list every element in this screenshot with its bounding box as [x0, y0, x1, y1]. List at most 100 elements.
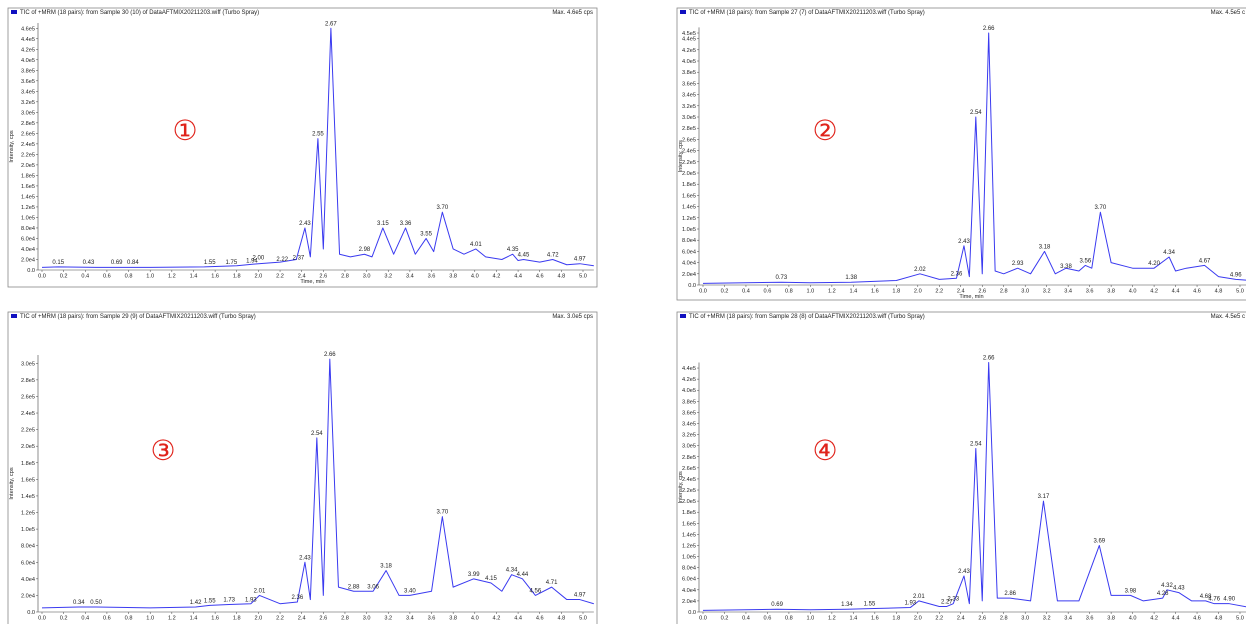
- x-tick-label: 4.0: [471, 616, 479, 622]
- x-tick-label: 4.8: [557, 274, 565, 280]
- x-tick-label: 2.8: [341, 274, 349, 280]
- y-tick-label: 2.0e5: [682, 499, 696, 505]
- y-tick-label: 2.0e4: [682, 272, 696, 278]
- peak-label: 2.67: [325, 21, 337, 27]
- peak-label: 2.54: [311, 431, 323, 437]
- y-tick-label: 8.0e4: [21, 226, 35, 232]
- peak-label: 2.66: [324, 352, 336, 358]
- y-tick-label: 2.0e4: [682, 599, 696, 605]
- x-tick-label: 1.8: [233, 274, 241, 280]
- x-tick-label: 3.0: [363, 616, 371, 622]
- y-tick-label: 4.0e5: [682, 388, 696, 394]
- y-tick-label: 1.6e5: [682, 193, 696, 199]
- peak-label: 2.01: [254, 588, 266, 594]
- y-tick-label: 6.0e4: [21, 560, 35, 566]
- peak-label: 2.00: [253, 256, 265, 262]
- y-tick-label: 3.6e5: [682, 410, 696, 416]
- x-tick-label: 0.4: [742, 616, 750, 622]
- y-tick-label: 2.0e4: [21, 257, 35, 263]
- peak-label: 4.43: [1173, 586, 1185, 592]
- y-tick-label: 1.6e5: [682, 521, 696, 527]
- x-tick-label: 4.2: [493, 616, 501, 622]
- peak-label: 2.54: [970, 441, 982, 447]
- peak-label: 3.18: [1039, 244, 1051, 250]
- peak-label: 2.33: [947, 597, 959, 603]
- x-tick-label: 1.0: [807, 616, 815, 622]
- legend-swatch: [680, 314, 686, 318]
- panel: TIC of +MRM (18 pairs): from Sample 27 (…: [676, 7, 1246, 301]
- peak-label: 2.66: [983, 356, 995, 362]
- max-label: Max. 4.6e5 cps: [552, 10, 593, 16]
- y-tick-label: 2.8e5: [682, 126, 696, 132]
- x-tick-label: 2.6: [978, 616, 986, 622]
- y-tick-label: 4.2e5: [682, 377, 696, 383]
- y-tick-label: 6.0e4: [682, 249, 696, 255]
- peak-label: 2.86: [1004, 591, 1016, 597]
- x-tick-label: 2.6: [319, 616, 327, 622]
- x-tick-label: 1.4: [190, 616, 198, 622]
- x-tick-label: 0.0: [699, 616, 707, 622]
- peak-label: 3.70: [1095, 205, 1107, 211]
- x-tick-label: 3.4: [406, 616, 414, 622]
- y-tick-label: 1.8e5: [682, 182, 696, 188]
- peak-label: 4.28: [1157, 591, 1169, 597]
- y-tick-label: 3.0e5: [21, 361, 35, 367]
- peak-label: 1.75: [226, 260, 238, 266]
- x-tick-label: 1.4: [849, 289, 857, 295]
- x-tick-label: 0.0: [38, 274, 46, 280]
- peak-label: 3.15: [377, 221, 389, 227]
- trace: [702, 32, 1246, 284]
- x-tick-label: 4.2: [493, 274, 501, 280]
- peak-label: 3.70: [436, 205, 448, 211]
- y-tick-label: 1.2e5: [21, 205, 35, 211]
- x-tick-label: 2.6: [319, 274, 327, 280]
- x-tick-label: 3.6: [1086, 289, 1094, 295]
- x-tick-label: 4.0: [1129, 616, 1137, 622]
- peak-label: 4.71: [546, 580, 558, 586]
- y-tick-label: 1.0e5: [21, 527, 35, 533]
- y-tick-label: 3.0e5: [682, 444, 696, 450]
- x-tick-label: 3.8: [449, 616, 457, 622]
- x-tick-label: 2.2: [276, 616, 284, 622]
- x-tick-label: 3.4: [1064, 616, 1072, 622]
- x-tick-label: 2.0: [255, 274, 263, 280]
- x-tick-label: 2.6: [978, 289, 986, 295]
- y-tick-label: 0.0: [27, 268, 35, 274]
- y-tick-label: 4.4e5: [682, 366, 696, 372]
- y-tick-label: 1.8e5: [682, 510, 696, 516]
- peak-label: 4.34: [506, 568, 518, 574]
- x-tick-label: 2.4: [298, 274, 306, 280]
- y-tick-label: 0.0: [27, 610, 35, 616]
- peak-label: 1.55: [204, 598, 216, 604]
- y-tick-label: 1.4e5: [21, 194, 35, 200]
- max-label: Max. 4.5e5 c: [1211, 314, 1245, 320]
- x-tick-label: 3.4: [1064, 289, 1072, 295]
- y-axis-label: Intensity, cps: [9, 130, 15, 162]
- peak-label: 4.76: [1208, 597, 1220, 603]
- y-tick-label: 4.2e5: [682, 48, 696, 54]
- y-tick-label: 1.8e5: [21, 461, 35, 467]
- x-tick-label: 0.0: [699, 289, 707, 295]
- peak-label: 3.17: [1038, 494, 1050, 500]
- peak-label: 4.72: [547, 252, 559, 258]
- y-tick-label: 4.2e5: [21, 47, 35, 53]
- peak-label: 1.93: [904, 601, 916, 607]
- x-tick-label: 1.0: [807, 289, 815, 295]
- x-tick-label: 3.2: [384, 274, 392, 280]
- panel: TIC of +MRM (18 pairs): from Sample 29 (…: [7, 311, 598, 624]
- x-tick-label: 4.2: [1150, 289, 1158, 295]
- x-tick-label: 1.0: [146, 616, 154, 622]
- x-tick-label: 1.8: [892, 289, 900, 295]
- x-tick-label: 0.2: [721, 289, 729, 295]
- peak-label: 2.54: [970, 110, 982, 116]
- x-tick-label: 4.4: [514, 274, 522, 280]
- peak-label: 4.90: [1223, 597, 1235, 603]
- x-tick-label: 3.2: [384, 616, 392, 622]
- panel-frame: [676, 7, 1246, 301]
- x-tick-label: 0.8: [785, 616, 793, 622]
- x-tick-label: 4.8: [1215, 289, 1223, 295]
- peak-label: 3.99: [468, 572, 480, 578]
- y-tick-label: 1.4e5: [21, 494, 35, 500]
- panel: TIC of +MRM (18 pairs): from Sample 28 (…: [676, 311, 1246, 624]
